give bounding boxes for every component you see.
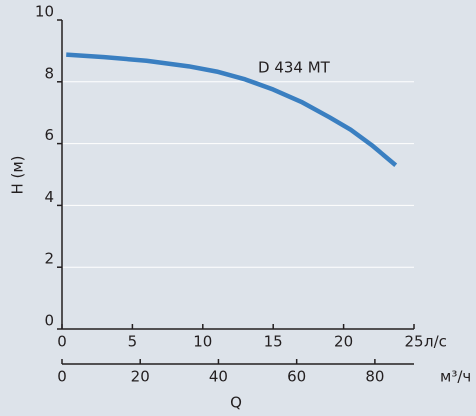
x2-tick-label: 20 [131, 368, 150, 386]
x-tick-label: 5 [128, 333, 138, 351]
x2-tick-label: 40 [209, 368, 228, 386]
x2-tick-label: 60 [287, 368, 306, 386]
x2-tick-label: 80 [365, 368, 384, 386]
y-tick-label: 2 [44, 250, 54, 268]
y-tick-label: 8 [44, 64, 54, 82]
x-unit-label: л/с [424, 333, 447, 351]
x-tick-label: 0 [57, 333, 67, 351]
y-tick-label: 6 [44, 126, 54, 144]
x-tick-label: 20 [334, 333, 353, 351]
y-tick-label: 10 [35, 3, 54, 21]
y-tick-label: 0 [44, 312, 54, 330]
x2-unit-label: м³/ч [440, 368, 471, 386]
x-tick-label: 25 [404, 333, 423, 351]
x-tick-label: 10 [193, 333, 212, 351]
y-tick-label: 4 [44, 188, 54, 206]
series-line [66, 52, 398, 167]
y-axis-label: H (м) [9, 155, 27, 194]
series-label: D 434 MT [258, 59, 331, 77]
x2-tick-label: 0 [57, 368, 67, 386]
x-axis-label: Q [230, 394, 242, 412]
x-tick-label: 15 [264, 333, 283, 351]
